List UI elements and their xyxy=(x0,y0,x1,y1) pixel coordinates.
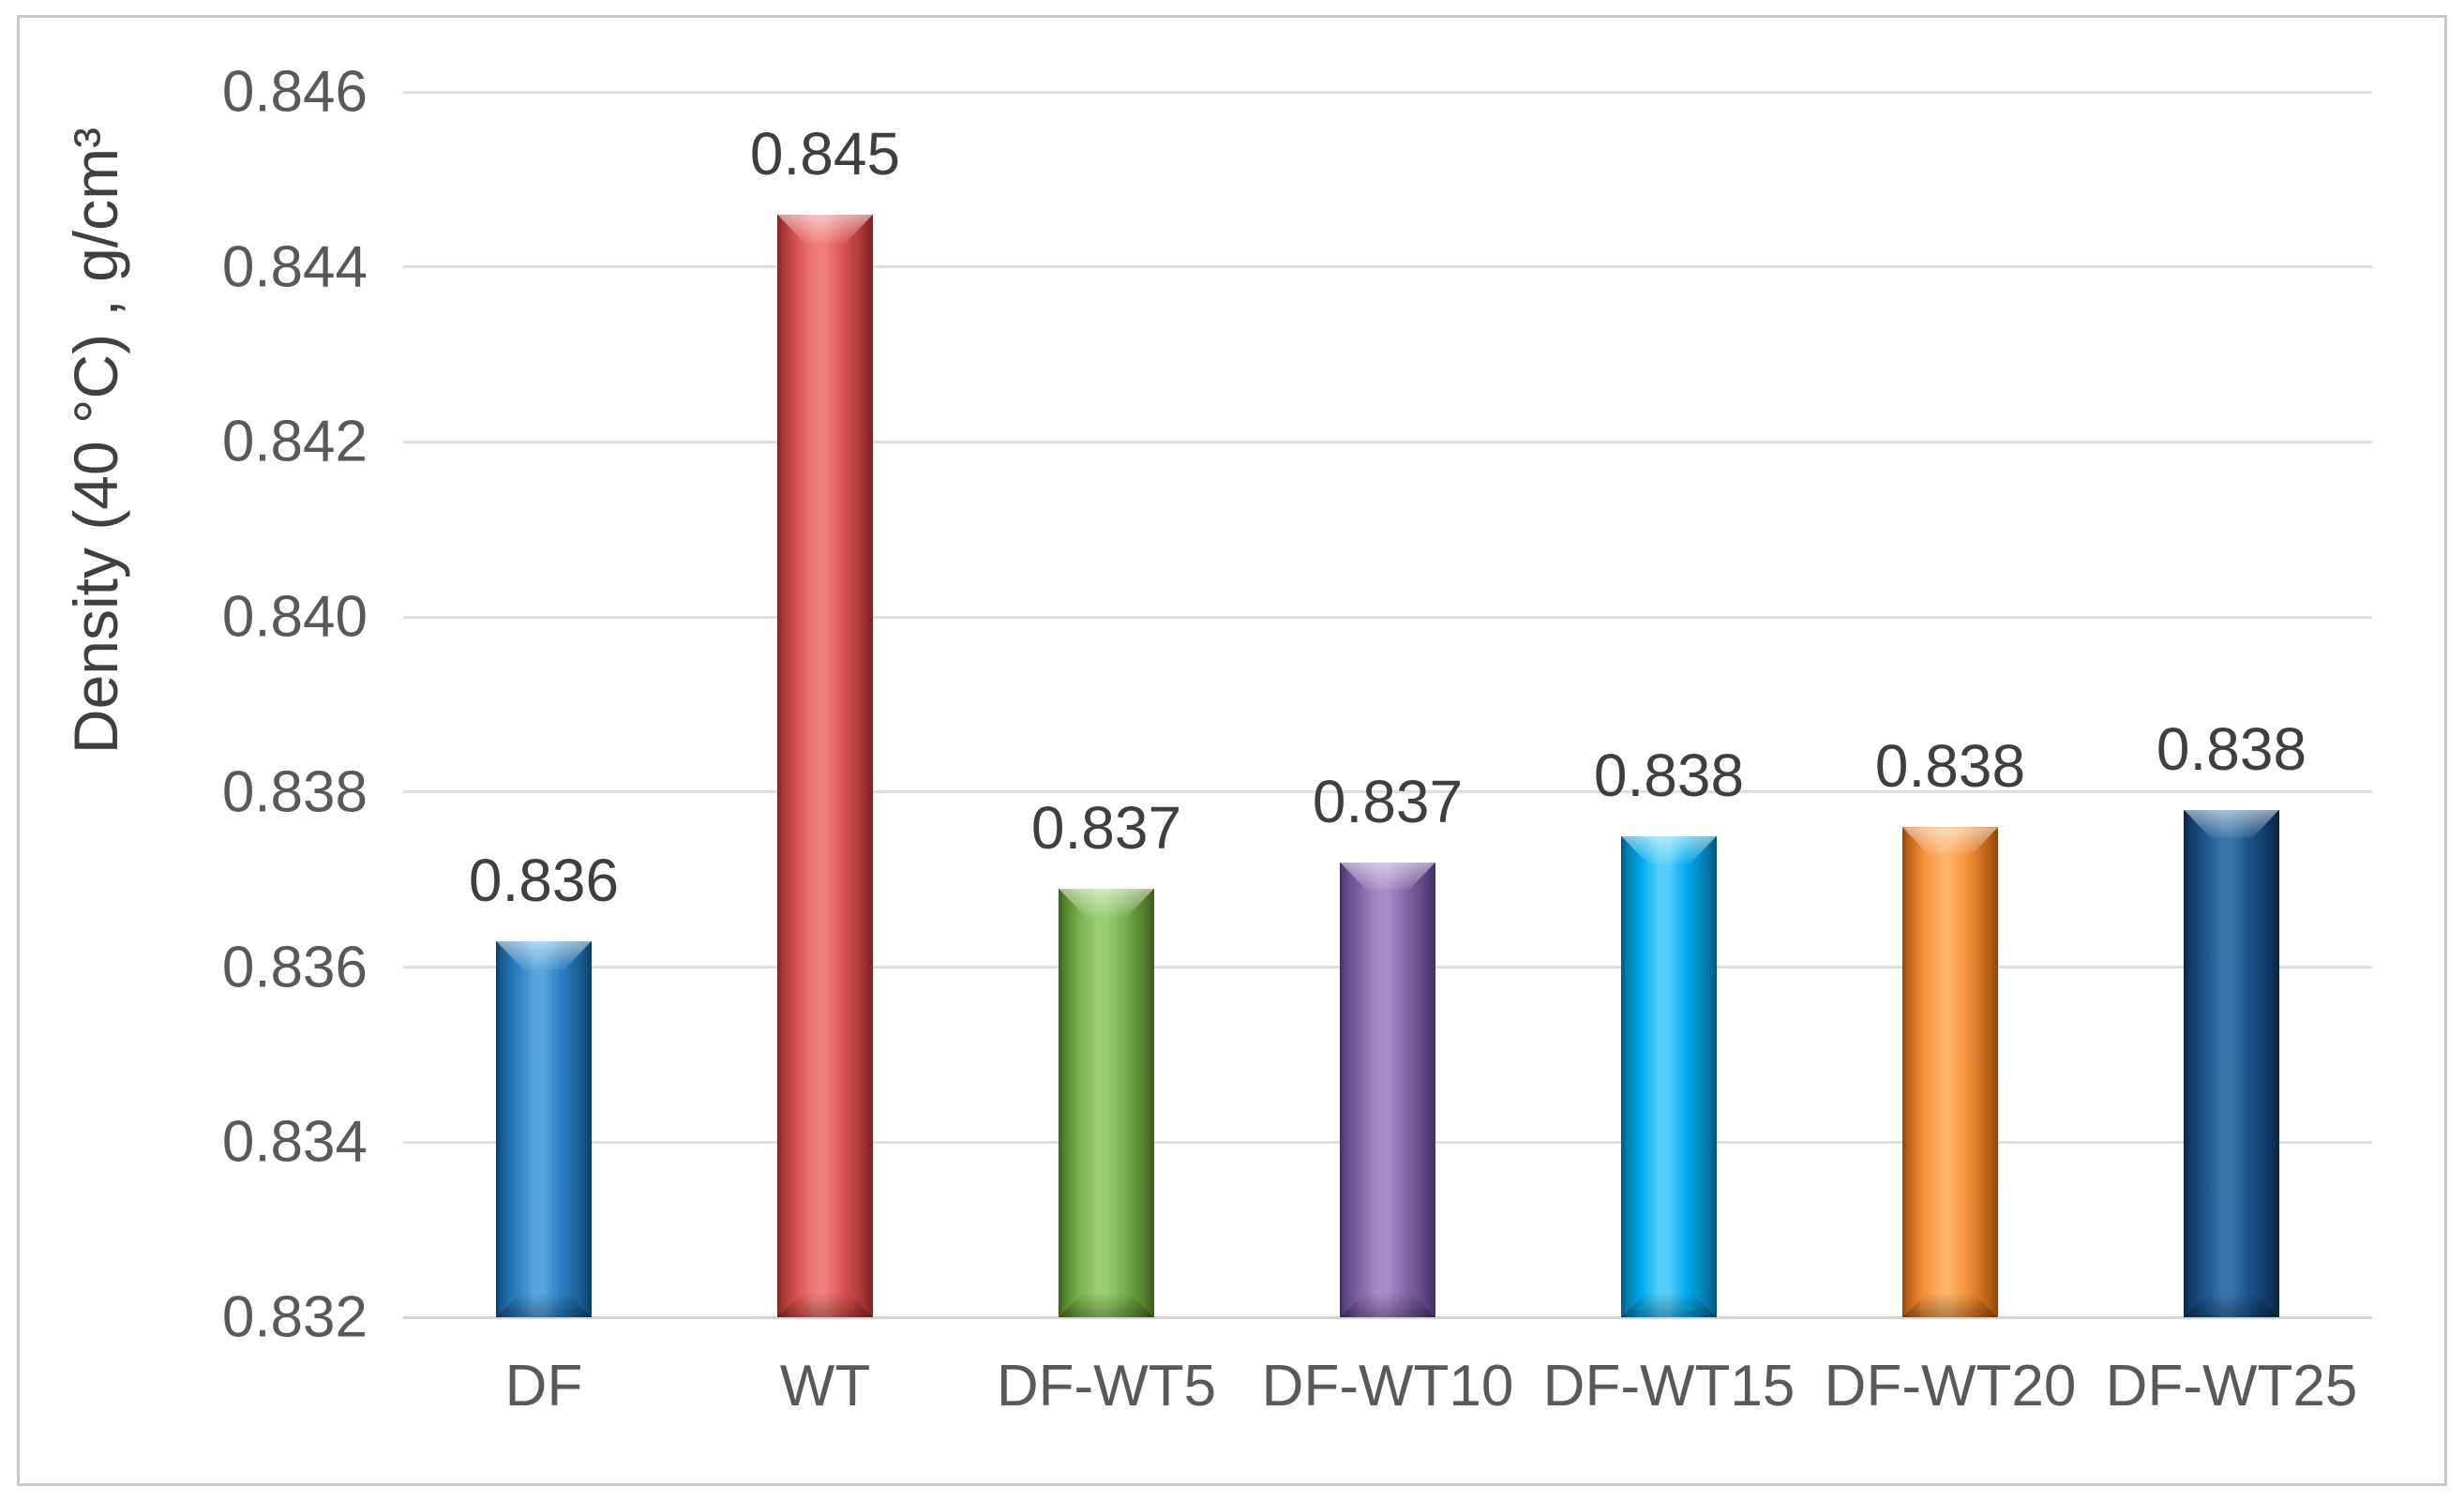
y-axis-tick-label: 0.836 xyxy=(221,935,368,1000)
y-axis-tick-label: 0.838 xyxy=(221,759,368,825)
gridline xyxy=(403,1315,2372,1319)
bar-wt xyxy=(777,214,873,1317)
category-label: DF-WT20 xyxy=(1824,1354,2077,1418)
y-axis-tick-label: 0.844 xyxy=(221,234,368,300)
x-axis-labels: DF WT DF-WT5 DF-WT10 DF-WT15 DF-WT20 DF-WT25 xyxy=(403,1353,2372,1437)
bar-df-wt25 xyxy=(2184,809,2279,1317)
y-axis-labels: 0.846 0.844 0.842 0.840 0.838 0.836 0.834 0.832 xyxy=(0,60,368,1350)
bar-df-wt20 xyxy=(1902,827,1998,1317)
y-axis-tick-label: 0.834 xyxy=(221,1109,368,1175)
category-label: DF-WT25 xyxy=(2105,1354,2358,1418)
data-label: 0.836 xyxy=(468,846,620,914)
gridline xyxy=(403,90,2372,94)
category-label: DF-WT5 xyxy=(996,1354,1217,1418)
bar-df-wt5 xyxy=(1059,888,1154,1317)
y-axis-tick-label: 0.842 xyxy=(221,409,368,474)
gridline xyxy=(403,615,2372,619)
data-label: 0.837 xyxy=(1030,793,1182,862)
category-label: DF xyxy=(504,1354,583,1418)
bar-df-wt10 xyxy=(1340,862,1435,1317)
data-label: 0.838 xyxy=(2156,714,2307,783)
gridline xyxy=(403,790,2372,794)
category-label: DF-WT10 xyxy=(1261,1354,1514,1418)
data-label: 0.845 xyxy=(749,119,901,188)
category-label: WT xyxy=(779,1354,871,1418)
plot-area: 0.836 0.845 0.837 0.837 0.838 0.838 0.838 xyxy=(403,90,2372,1319)
bar-df xyxy=(496,940,592,1317)
y-axis-tick-label: 0.846 xyxy=(221,59,368,125)
category-label: DF-WT15 xyxy=(1542,1354,1795,1418)
gridline xyxy=(403,265,2372,269)
data-label: 0.838 xyxy=(1593,741,1745,809)
bar-df-wt15 xyxy=(1621,835,1717,1317)
data-label: 0.837 xyxy=(1312,767,1464,835)
y-axis-tick-label: 0.840 xyxy=(221,584,368,650)
gridline xyxy=(403,440,2372,443)
data-label: 0.838 xyxy=(1874,732,2026,801)
y-axis-tick-label: 0.832 xyxy=(221,1284,368,1350)
